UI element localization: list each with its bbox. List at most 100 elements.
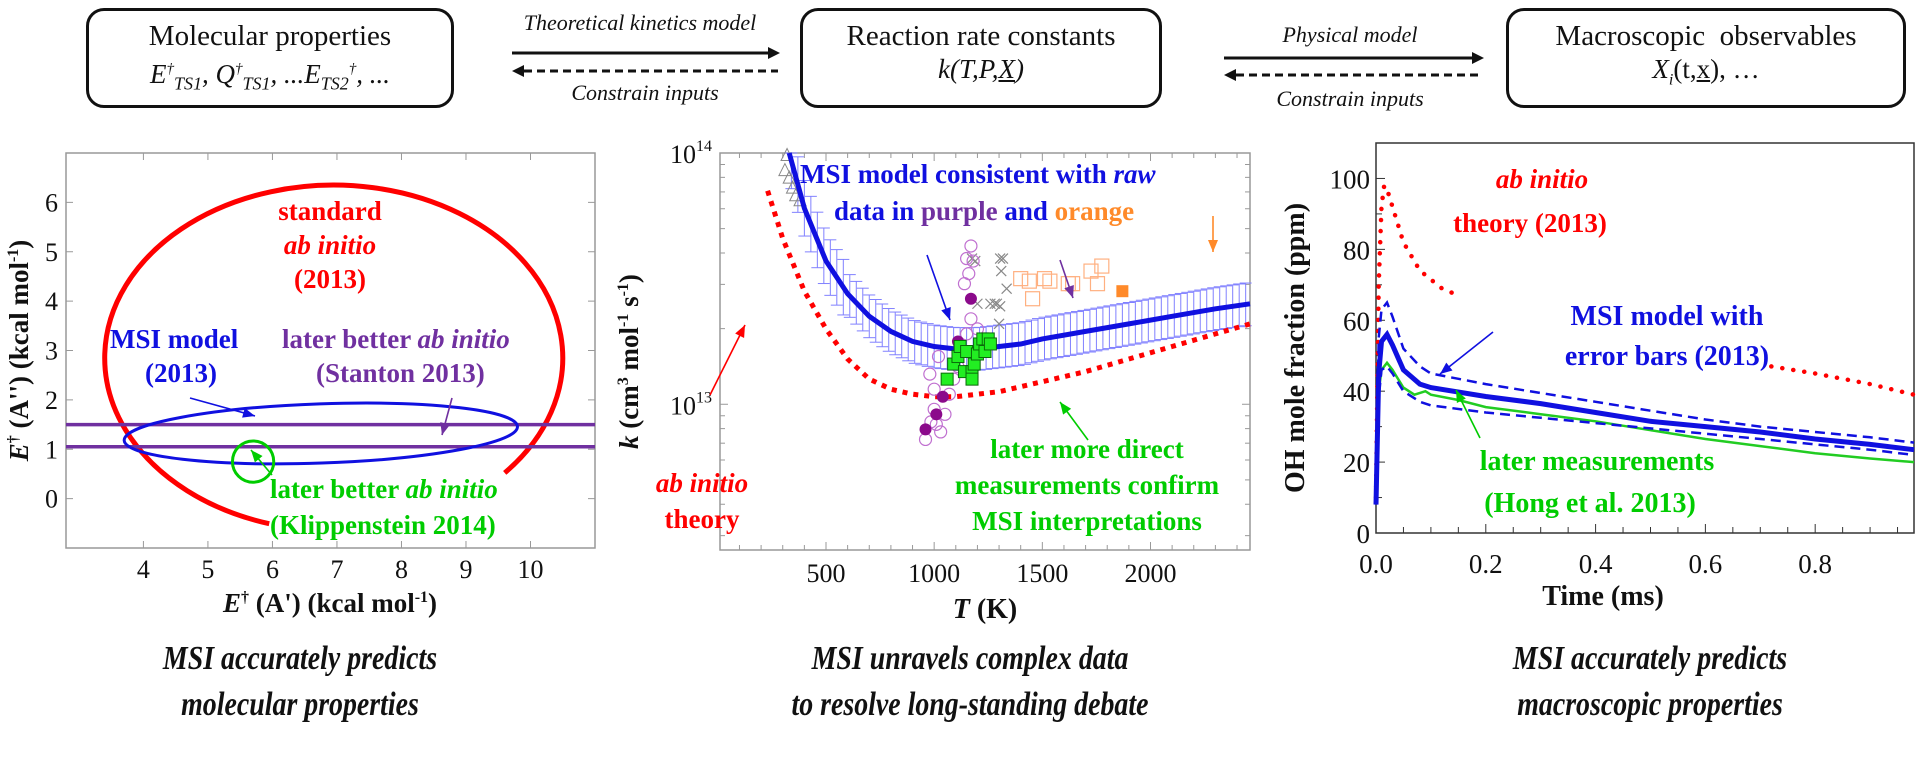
annotation-msi-interpretations: MSI interpretations [972,506,1202,536]
orange-arrow-head [1208,240,1218,252]
annotation-data-colors-segment: data in [834,196,921,226]
caption-left-line-1: MSI accurately predicts [162,640,438,677]
data-point-purple-open [966,254,980,268]
data-point-green [983,337,997,351]
plot-frame [1375,142,1915,534]
purple-arrow-head [1064,285,1074,298]
x-tick-label: 1000 [908,559,960,588]
data-point-purple-filled [919,423,932,436]
stanton-arrow-head [440,422,450,435]
y-tick-label: 6 [45,188,58,217]
data-point-green [960,345,974,358]
data-point-x [994,300,1006,312]
annotation-klippenstein-segment: later better [270,474,405,504]
data-point-x [994,253,1006,264]
caption-left-line-2: molecular properties [181,686,419,723]
data-point-orange-open [1094,258,1110,274]
theoretical-kinetics-model-label: Theoretical kinetics model [523,10,757,35]
data-point-x [989,298,1001,310]
annotation-klippenstein: later better ab initio [270,474,498,504]
backward-arrow-1-head [512,65,524,77]
y-axis-label: OH mole fraction (ppm) [1280,203,1311,493]
x-tick-label: 2000 [1124,559,1176,588]
data-point-green [965,372,979,386]
forward-arrow-1 [512,47,780,77]
x-tick-label: 0.2 [1469,549,1503,579]
x-tick-label: 0.4 [1579,549,1613,579]
energy-correlation-chart: 4 5 6 7 8 9 10 0 1 2 3 4 5 6 E† (A') (kcal mol-1) E† (A… [4,152,596,618]
klippenstein-circle [230,439,276,484]
x-tick-label: 8 [395,555,408,584]
msi-lower-bound-line [1374,364,1915,505]
ab-initio-theory-line-tail [1769,364,1917,397]
y-tick-label-1e14: 1014 [670,138,712,169]
annotation-stanton-segment: later better [282,324,417,354]
molecular-properties-title: Molecular properties [148,20,392,52]
x-axis-label: Time (ms) [1542,581,1664,612]
y-tick-label: 5 [45,238,58,267]
molecular-properties-formula: E†TS1, Q†TS1, ...ETS2†, ... [149,59,391,94]
annotation-msi-2013: (2013) [145,358,217,388]
x-tick-label: 0.6 [1689,549,1723,579]
backward-arrow-2-head [1224,69,1236,81]
caption-middle: MSI unravels complex data to resolve lon… [732,636,1208,728]
annotation-theory-2013: theory (2013) [1453,208,1607,238]
macroscopic-observables-formula: Xi(t,x), … [1652,54,1760,89]
y-tick-label: 20 [1343,448,1370,478]
forward-arrow-2 [1224,52,1484,81]
y-tick-label: 40 [1343,377,1370,407]
x-axis-label: E† (A') (kcal mol-1) [222,588,437,618]
y-axis-label: E† (A'') (kcal mol-1) [4,240,34,463]
reaction-rate-constants-box: Reaction rate constants k(T,P,X) [800,8,1162,108]
y-tick-label: 80 [1343,235,1370,265]
annotation-theory: theory [665,504,740,534]
caption-right: MSI accurately predicts macroscopic prop… [1437,636,1863,728]
data-point-orange-open [1024,291,1041,307]
msi-model-line [1373,329,1915,505]
y-axis-label: k (cm3 mol-1 s-1) [614,274,644,449]
data-point-purple-open [927,382,941,396]
msi-arrow-head [242,407,255,418]
hong-arrow-head [1456,390,1466,403]
ab-initio-arrow-line [709,324,746,396]
caption-left: MSI accurately predicts molecular proper… [87,636,513,728]
caption-right-line-1: MSI accurately predicts [1512,640,1788,677]
molecular-properties-box: Molecular properties E†TS1, Q†TS1, ...ET… [86,8,454,108]
data-point-orange-open [1083,263,1099,279]
klippenstein-arrow-head [251,450,263,463]
annotation-ab-initio: ab initio [1496,164,1588,194]
green-arrow-head [1060,402,1072,415]
data-point-purple-filled [930,408,943,421]
forward-arrow-2-head [1472,52,1484,64]
data-point-purple-open [960,251,974,266]
data-point-purple-open [964,239,978,253]
reaction-rate-constants-title: Reaction rate constants [846,20,1116,52]
annotation-ab-initio: ab initio [656,468,748,498]
data-point-purple-open [964,312,978,326]
x-tick-label: 0.8 [1798,549,1832,579]
annotation-msi-consistent-segment: raw [1114,159,1157,189]
data-point-purple-filled [964,292,977,305]
annotation-error-bars: error bars (2013) [1565,341,1769,372]
data-point-triangle [778,162,792,177]
msi-arrow-head [1440,362,1453,374]
physical-model-label: Physical model [1282,22,1418,47]
y-tick-label: 100 [1330,164,1371,194]
oh-mole-fraction-chart: 0.0 0.2 0.4 0.6 0.8 0 20 40 60 80 100 Time (ms) OH m… [1280,142,1917,612]
data-point-green [940,372,954,386]
x-tick-label: 1500 [1016,559,1068,588]
data-point-x [997,253,1009,264]
macroscopic-observables-box: Macroscopic observables Xi(t,x), … [1506,8,1906,108]
data-point-purple-open [931,349,946,364]
data-point-purple-filled [936,390,949,403]
annotation-measurements-confirm: measurements confirm [955,470,1220,500]
x-tick-label: 500 [807,559,846,588]
data-point-purple-open [962,267,976,281]
plot-frame [719,152,1251,551]
x-tick-label: 6 [266,555,279,584]
annotation-msi-model: MSI model [110,324,239,354]
annotation-ab-initio: ab initio [284,230,376,260]
annotation-klippenstein-year: (Klippenstein 2014) [270,510,496,540]
data-point-purple-open [923,367,937,381]
data-point-orange-open [1036,271,1053,287]
